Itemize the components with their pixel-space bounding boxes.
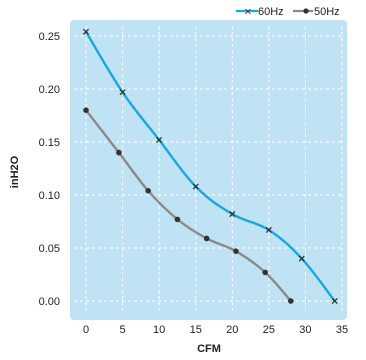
point-50hz <box>288 298 294 304</box>
point-50hz <box>262 269 269 276</box>
legend-label-60hz: 60Hz <box>258 6 284 18</box>
point-50hz <box>233 248 239 254</box>
point-50hz <box>145 187 151 194</box>
ticks: 0 5 10 15 20 25 30 35 0.00 0.05 0.10 0.15 0.20 0.25 <box>39 31 349 336</box>
point-60hz <box>331 297 338 305</box>
x-tick-label: 15 <box>190 324 202 336</box>
legend: × 60Hz 50Hz <box>236 6 340 18</box>
y-tick-label: 0.20 <box>39 84 60 96</box>
x-tick-label: 30 <box>299 324 311 336</box>
y-tick-label: 0.25 <box>39 31 60 43</box>
y-tick-label: 0.05 <box>39 243 60 255</box>
grid <box>74 26 343 314</box>
point-50hz <box>203 235 210 242</box>
point-60hz <box>229 211 236 218</box>
point-50hz <box>116 149 122 156</box>
legend-item-50hz: 50Hz <box>293 6 340 18</box>
y-tick-label: 0.10 <box>39 190 60 202</box>
point-60hz <box>192 183 199 190</box>
y-axis-title: inH2O <box>9 155 21 188</box>
point-50hz <box>83 107 89 113</box>
legend-x-marker-60hz-icon: × <box>244 7 252 18</box>
x-tick-label: 5 <box>120 324 126 336</box>
plot-area <box>70 20 347 320</box>
x-tick-label: 10 <box>153 324 165 336</box>
legend-dot-marker-50hz-icon <box>303 8 309 14</box>
point-60hz <box>82 28 90 35</box>
x-tick-label: 25 <box>263 324 275 336</box>
x-axis-title: CFM <box>197 343 221 355</box>
x-tick-label: 0 <box>83 324 89 336</box>
point-60hz <box>119 89 126 96</box>
legend-item-60hz: × 60Hz <box>236 6 284 18</box>
point-60hz <box>265 226 272 234</box>
point-50hz <box>174 216 181 223</box>
x-tick-label: 20 <box>226 324 238 336</box>
legend-label-50hz: 50Hz <box>314 6 340 18</box>
y-tick-label: 0.15 <box>39 137 60 149</box>
point-60hz <box>156 136 163 143</box>
y-tick-label: 0.00 <box>39 296 60 308</box>
x-tick-label: 35 <box>336 324 348 336</box>
series-line-50hz <box>85 109 292 302</box>
point-60hz <box>298 255 305 262</box>
series-layer <box>82 28 338 305</box>
